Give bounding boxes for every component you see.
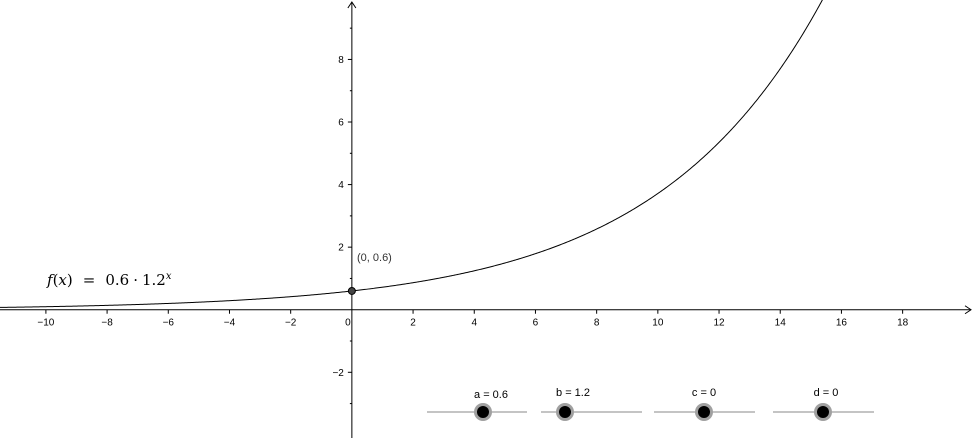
- y-axis-ticks: 8 6 4 2 −2: [332, 27, 352, 405]
- slider-knob[interactable]: [559, 406, 571, 418]
- slider-knob[interactable]: [817, 406, 829, 418]
- x-tick-label: −4: [224, 318, 236, 329]
- x-axis-ticks: −10 −8 −6 −4 −2 0 2 4 6 8 10 12 14 16 18: [37, 309, 909, 329]
- function-multiply-dot: ·: [133, 271, 138, 289]
- function-paren-open: (: [53, 271, 59, 289]
- function-curve[interactable]: [0, 0, 847, 308]
- x-tick-label: 6: [533, 318, 539, 329]
- function-label[interactable]: f(x) = 0.6 · 1.2x: [46, 271, 172, 289]
- function-equals: =: [83, 271, 96, 289]
- slider-knob[interactable]: [477, 406, 489, 418]
- function-paren-close: ): [67, 271, 73, 289]
- x-axis-arrow: [964, 305, 972, 315]
- x-tick-label: 4: [471, 318, 477, 329]
- function-base: 1.2: [142, 271, 166, 289]
- x-tick-label: −6: [163, 318, 175, 329]
- slider-knob[interactable]: [698, 406, 710, 418]
- function-name: f: [46, 271, 55, 289]
- slider-b[interactable]: b = 1.2: [541, 387, 642, 421]
- x-tick-label: 16: [836, 318, 848, 329]
- slider-d[interactable]: d = 0: [773, 387, 874, 421]
- function-variable: x: [58, 271, 67, 289]
- x-tick-label: 18: [897, 318, 909, 329]
- y-tick-label: 6: [338, 118, 344, 129]
- slider-label: d = 0: [814, 387, 839, 399]
- y-tick-label: 2: [338, 243, 344, 254]
- y-tick-label: 4: [338, 180, 344, 191]
- intercept-point[interactable]: [347, 286, 356, 295]
- x-tick-label: −2: [285, 318, 297, 329]
- slider-label: a = 0.6: [474, 389, 508, 401]
- y-axis-arrow: [347, 1, 357, 9]
- y-tick-label: 8: [338, 55, 344, 66]
- function-exponent: x: [166, 271, 172, 282]
- sliders: a = 0.6 b = 1.2 c = 0 d = 0: [427, 387, 874, 421]
- x-tick-label: −10: [37, 318, 54, 329]
- x-tick-label: −8: [101, 318, 113, 329]
- x-tick-label: 10: [652, 318, 664, 329]
- x-tick-label: 8: [594, 318, 600, 329]
- y-tick-label: −2: [332, 368, 344, 379]
- x-tick-label: 14: [775, 318, 787, 329]
- slider-label: c = 0: [692, 387, 716, 399]
- x-tick-label: 0: [345, 318, 351, 329]
- slider-c[interactable]: c = 0: [654, 387, 755, 421]
- x-tick-label: 2: [410, 318, 416, 329]
- slider-label: b = 1.2: [556, 387, 590, 399]
- x-tick-label: 12: [713, 318, 725, 329]
- slider-a[interactable]: a = 0.6: [427, 389, 527, 421]
- function-coefficient: 0.6: [105, 271, 129, 289]
- intercept-point-label: (0, 0.6): [357, 252, 392, 264]
